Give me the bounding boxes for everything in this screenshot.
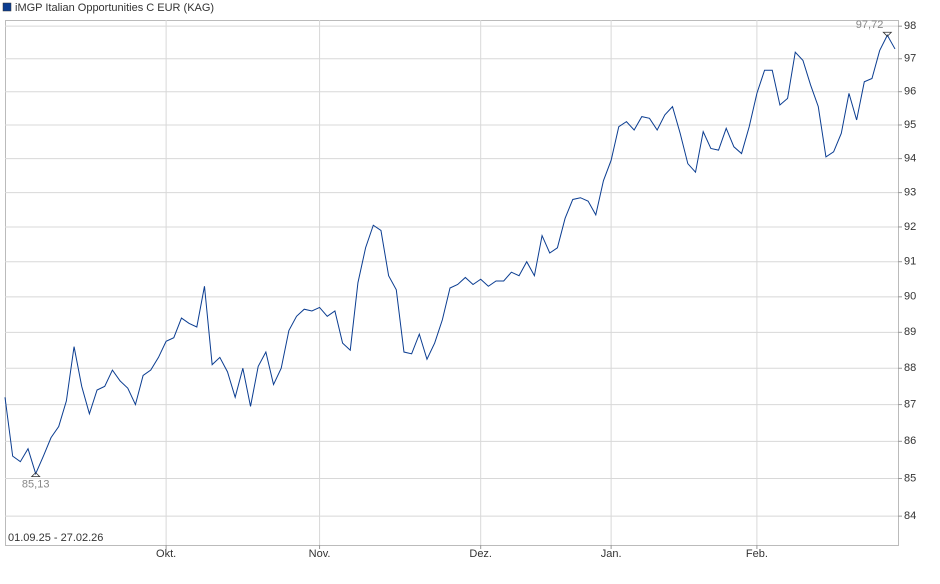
y-tick-label: 97	[904, 53, 916, 65]
y-tick-label: 92	[904, 221, 916, 233]
y-tick-label: 98	[904, 20, 916, 32]
x-tick-label: Okt.	[156, 548, 176, 560]
y-tick-label: 89	[904, 326, 916, 338]
max-label: 97,72	[856, 19, 884, 31]
legend-swatch	[2, 2, 12, 12]
y-tick-label: 86	[904, 435, 916, 447]
y-tick-label: 90	[904, 291, 916, 303]
y-tick-label: 88	[904, 362, 916, 374]
y-tick-label: 84	[904, 510, 916, 522]
x-tick-label: Jan.	[601, 548, 622, 560]
max-label-marker	[882, 31, 893, 37]
y-tick-label: 93	[904, 187, 916, 199]
x-tick-label: Feb.	[746, 548, 768, 560]
y-tick-label: 94	[904, 153, 916, 165]
min-label-marker	[30, 472, 41, 478]
y-tick-label: 91	[904, 256, 916, 268]
chart-title: iMGP Italian Opportunities C EUR (KAG)	[15, 2, 214, 14]
price-line	[4, 34, 896, 476]
y-tick-label: 87	[904, 398, 916, 410]
y-tick-label: 95	[904, 119, 916, 131]
date-range: 01.09.25 - 27.02.26	[8, 532, 103, 544]
y-tick-label: 85	[904, 472, 916, 484]
x-tick-label: Nov.	[309, 548, 331, 560]
x-tick-label: Dez.	[469, 548, 492, 560]
min-label: 85,13	[22, 479, 50, 491]
y-tick-label: 96	[904, 86, 916, 98]
plot-frame	[5, 20, 899, 546]
